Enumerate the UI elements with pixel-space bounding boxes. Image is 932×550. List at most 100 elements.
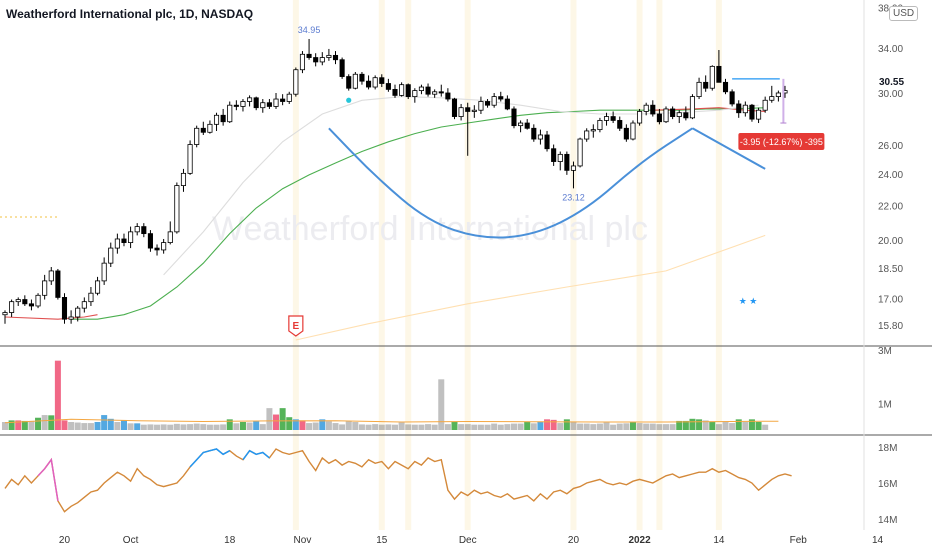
candle: [128, 231, 134, 243]
volume-bar: [41, 415, 48, 430]
candle: [240, 101, 246, 107]
candle: [15, 299, 21, 303]
price-label: 30.55: [879, 77, 904, 88]
volume-bars: [1, 360, 779, 430]
candle: [385, 83, 391, 90]
candle: [722, 81, 729, 93]
candle: [108, 247, 114, 264]
candle: [709, 65, 715, 89]
candle: [22, 299, 28, 305]
candle: [610, 116, 616, 121]
indicator-highlight: [242, 449, 270, 461]
candle: [147, 233, 153, 249]
candle: [207, 123, 213, 133]
candle: [366, 80, 372, 88]
candle: [405, 84, 411, 98]
candle: [326, 54, 332, 58]
volume-bar: [418, 424, 425, 430]
candle: [273, 98, 279, 107]
candle: [557, 153, 563, 162]
indicator-tick-label: 14M: [878, 515, 897, 526]
volume-bar: [358, 424, 365, 430]
candle: [2, 312, 8, 316]
volume-bar: [120, 420, 127, 430]
candle: [35, 294, 41, 307]
candle: [478, 101, 484, 111]
volume-bar: [74, 422, 81, 430]
candle: [551, 148, 557, 162]
volume-bar: [530, 423, 537, 430]
volume-bar: [81, 423, 88, 430]
currency-button[interactable]: USD: [889, 6, 919, 21]
low-label: 23.12: [562, 192, 585, 202]
volume-bar: [292, 419, 299, 430]
volume-bar: [28, 420, 35, 430]
candle: [48, 270, 54, 282]
volume-bar: [411, 424, 418, 430]
volume-bar: [54, 360, 61, 430]
volume-bar: [689, 418, 696, 430]
vertical-bands: [292, 0, 722, 530]
indicator-tick-label: 16M: [878, 479, 897, 490]
volume-bar: [1, 422, 9, 430]
volume-bar: [398, 422, 405, 430]
volume-bar: [629, 422, 636, 430]
volume-bar: [233, 423, 240, 430]
earnings-marker-icon[interactable]: [288, 315, 304, 337]
volume-bar: [484, 424, 491, 430]
high-label-group: 34.95: [298, 25, 321, 35]
candle: [352, 73, 358, 89]
candle: [425, 86, 431, 95]
candle: [603, 116, 610, 121]
volume-bar: [623, 423, 630, 430]
candle: [418, 86, 424, 91]
volume-bar: [762, 424, 769, 430]
measure-group[interactable]: -3.95 (-12.67%) -395: [738, 133, 825, 151]
volume-bar: [180, 424, 187, 430]
volume-bar: [722, 422, 729, 430]
candle: [623, 127, 629, 140]
candles: [2, 38, 788, 324]
annotations: ★ ★: [328, 78, 787, 306]
candle: [484, 101, 491, 106]
volume-bar: [537, 421, 544, 430]
volume-bar: [709, 422, 716, 430]
earnings-group[interactable]: E: [288, 315, 304, 337]
highlight-band: [656, 0, 663, 530]
volume-bar: [187, 424, 194, 430]
volume-bar: [596, 423, 603, 430]
volume-bar: [682, 420, 689, 430]
watermark: Weatherford International plc: [212, 210, 648, 248]
candle: [617, 120, 623, 129]
time-tick-label: 20: [59, 535, 71, 546]
volume-bar: [246, 422, 253, 430]
candle: [756, 109, 762, 120]
chart-title: Weatherford International plc, 1D, NASDA…: [6, 7, 254, 21]
volume-bar: [140, 424, 147, 430]
time-tick-label: 18: [224, 535, 236, 546]
low-label-group: 23.12: [562, 192, 585, 202]
highlight-band: [715, 0, 722, 530]
candle: [570, 165, 577, 171]
candle: [187, 144, 193, 174]
high-label: 34.95: [298, 25, 321, 35]
volume-bar: [365, 424, 372, 430]
time-tick-label: 14: [713, 535, 725, 546]
indicator-tick-label: 18M: [878, 443, 897, 454]
volume-bar: [477, 424, 484, 430]
highlight-band: [405, 0, 412, 530]
panel-separators: [0, 0, 932, 530]
moving-average-line: [295, 234, 766, 341]
volume-bar: [239, 422, 246, 430]
candle: [670, 108, 676, 117]
candle: [220, 114, 226, 123]
candle: [101, 262, 107, 282]
candle: [253, 97, 259, 109]
candle: [716, 65, 722, 83]
measure-box[interactable]: [738, 133, 825, 151]
volume-bar: [253, 421, 260, 430]
candle: [637, 111, 643, 124]
volume-bar: [570, 422, 577, 430]
volume-bar: [696, 419, 703, 430]
